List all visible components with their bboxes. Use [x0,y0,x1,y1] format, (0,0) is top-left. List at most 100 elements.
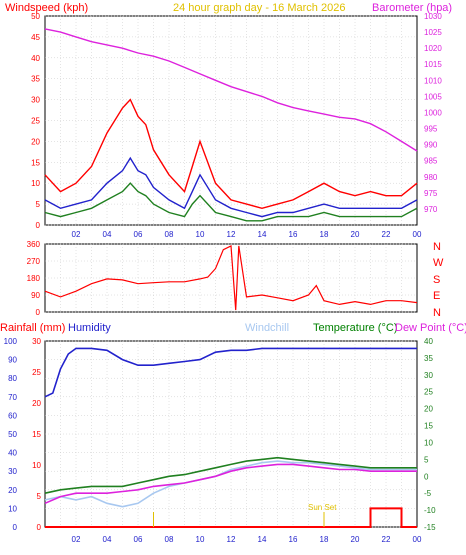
windspeed-tick: 35 [31,75,40,84]
barometer-tick: 1000 [424,108,442,117]
barometer-tick: 970 [424,205,438,214]
windspeed-tick: 5 [36,200,41,209]
humidity-tick: 80 [8,374,17,383]
temperature-tick: -5 [424,489,432,498]
temp-time-tick: 16 [289,535,298,544]
humidity-tick: 0 [13,523,18,532]
temperature-tick: 15 [424,422,433,431]
barometer-tick: 1015 [424,60,442,69]
dewpoint-axis-label: Dew Point (°C) [395,322,466,334]
barometer-tick: 1005 [424,92,442,101]
rainfall-axis-label: Rainfall (mm) [0,322,65,334]
wind-time-tick: 22 [382,230,391,239]
humidity-tick: 30 [8,467,17,476]
wind-series-magenta [44,28,418,152]
humidity-tick: 20 [8,486,17,495]
rainfall-tick: 15 [32,430,41,439]
wind-time-tick: 02 [72,230,81,239]
wind-series-blue [44,156,418,218]
windspeed-tick: 45 [31,33,40,42]
grid-lines [45,15,417,528]
temperature-tick: 35 [424,354,433,363]
wind-time-tick: 04 [103,230,112,239]
temp-time-tick: 12 [227,535,236,544]
temp-time-tick: 08 [165,535,174,544]
rainfall-tick: 5 [37,492,42,501]
temperature-tick: 0 [424,472,429,481]
humidity-tick: 70 [8,393,17,402]
barometer-axis-label: Barometer (hpa) [372,2,452,14]
wind-series-green [44,182,418,222]
direction-series [44,244,418,311]
temp-time-tick: 04 [103,535,112,544]
barometer-tick: 985 [424,157,438,166]
direction-tick: 90 [31,291,40,300]
temp-series-magenta [44,463,417,505]
temperature-tick: 10 [424,438,433,447]
temp-series-lightblue [44,460,417,508]
temperature-tick: -10 [424,506,436,515]
barometer-tick: 1010 [424,76,442,85]
barometer-tick: 1020 [424,44,442,53]
wind-time-tick: 12 [227,230,236,239]
humidity-tick: 10 [8,504,17,513]
temp-time-tick: 22 [382,535,391,544]
direction-tick: 270 [27,257,41,266]
windspeed-tick: 10 [31,179,40,188]
temperature-tick: 40 [424,337,433,346]
windspeed-tick: 0 [36,221,41,230]
temp-series-red [45,507,417,528]
temp-time-tick: 14 [258,535,267,544]
temp-time-tick: 10 [196,535,205,544]
temp-series-blue [44,347,417,398]
humidity-tick: 40 [8,449,17,458]
barometer-tick: 990 [424,141,438,150]
wind-time-tick: 00 [413,230,422,239]
rainfall-tick: 0 [37,523,42,532]
direction-tick: 180 [27,274,41,283]
wind-time-tick: 20 [351,230,360,239]
direction-tick: 360 [27,240,41,249]
temp-series-green [44,456,417,494]
windspeed-tick: 40 [31,54,40,63]
temp-time-tick: 20 [351,535,360,544]
humidity-tick: 90 [8,356,17,365]
wind-series-red [44,98,418,210]
humidity-tick: 50 [8,430,17,439]
barometer-tick: 995 [424,125,438,134]
humidity-tick: 100 [4,337,18,346]
rainfall-tick: 25 [32,368,41,377]
rainfall-tick: 30 [32,337,41,346]
rainfall-tick: 20 [32,399,41,408]
windspeed-axis-label: Windspeed (kph) [5,2,88,14]
barometer-tick: 980 [424,173,438,182]
compass-n-bottom: N [433,307,441,319]
humidity-tick: 60 [8,411,17,420]
temperature-tick: 25 [424,388,433,397]
windchill-label: Windchill [245,322,289,334]
windspeed-tick: 30 [31,96,40,105]
barometer-tick: 1025 [424,28,442,37]
temp-time-tick: 06 [134,535,143,544]
barometer-tick: 1030 [424,12,442,21]
wind-time-tick: 14 [258,230,267,239]
compass-n-top: N [433,241,441,253]
barometer-tick: 975 [424,189,438,198]
windspeed-tick: 25 [31,117,40,126]
temp-time-tick: 02 [72,535,81,544]
temperature-tick: 20 [424,405,433,414]
windspeed-tick: 15 [31,158,40,167]
temperature-axis-label: Temperature (°C) [313,322,397,334]
compass-s: S [433,274,440,286]
temperature-tick: 30 [424,371,433,380]
wind-time-tick: 16 [289,230,298,239]
graph-title: 24 hour graph day - 16 March 2026 [173,2,345,14]
compass-w: W [433,257,444,269]
compass-e: E [433,290,440,302]
wind-time-tick: 08 [165,230,174,239]
windspeed-tick: 20 [31,137,40,146]
series-lines [44,28,418,528]
temp-time-tick: 00 [413,535,422,544]
direction-tick: 0 [36,308,41,317]
temperature-tick: -15 [424,523,436,532]
